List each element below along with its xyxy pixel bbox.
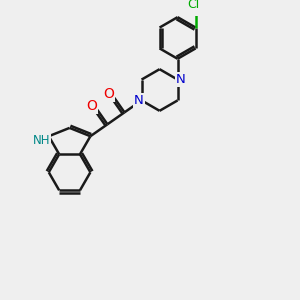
Text: O: O	[86, 99, 97, 113]
Text: O: O	[103, 87, 114, 101]
Text: N: N	[176, 73, 185, 86]
Text: Cl: Cl	[188, 0, 200, 11]
Text: NH: NH	[32, 134, 50, 146]
Text: N: N	[134, 94, 144, 107]
